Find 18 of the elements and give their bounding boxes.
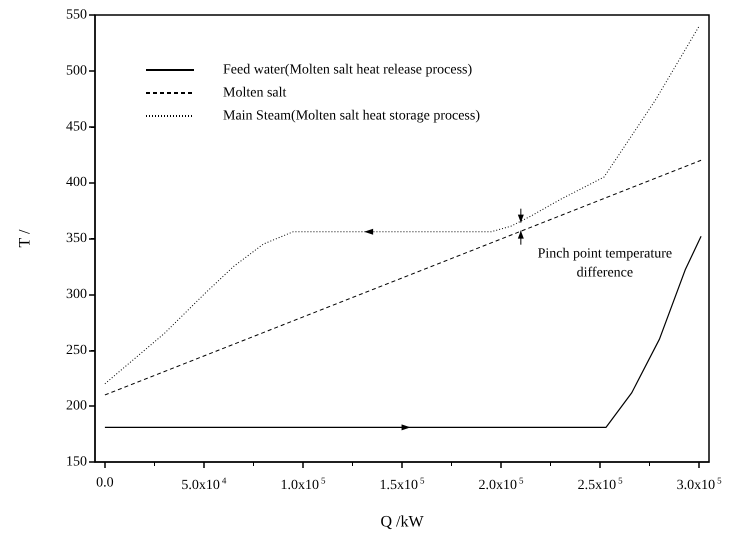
x-tick-label: 0.0: [96, 476, 114, 490]
y-axis-title: T /: [16, 228, 34, 248]
line-series: [104, 236, 702, 428]
y-tick-label: 400: [66, 175, 87, 190]
annotation: Pinch point temperature difference: [538, 246, 672, 281]
y-tick-label: 500: [66, 63, 87, 78]
line-series: [104, 26, 700, 384]
y-tick-label: 250: [66, 342, 87, 358]
y-tick-label: 350: [66, 231, 87, 246]
legend-label: Feed water(Molten salt heat release process): [223, 62, 473, 78]
y-tick-label: 200: [66, 398, 87, 414]
y-tick-label: 450: [66, 119, 87, 134]
y-tick-label: 550: [66, 8, 87, 22]
x-axis-title: Q /kW: [380, 514, 424, 530]
legend-label: Main Steam(Molten salt heat storage process): [223, 108, 480, 124]
y-tick-label: 150: [66, 454, 87, 470]
legend-label: Molten salt: [223, 86, 286, 100]
y-tick-label: 300: [66, 286, 87, 302]
